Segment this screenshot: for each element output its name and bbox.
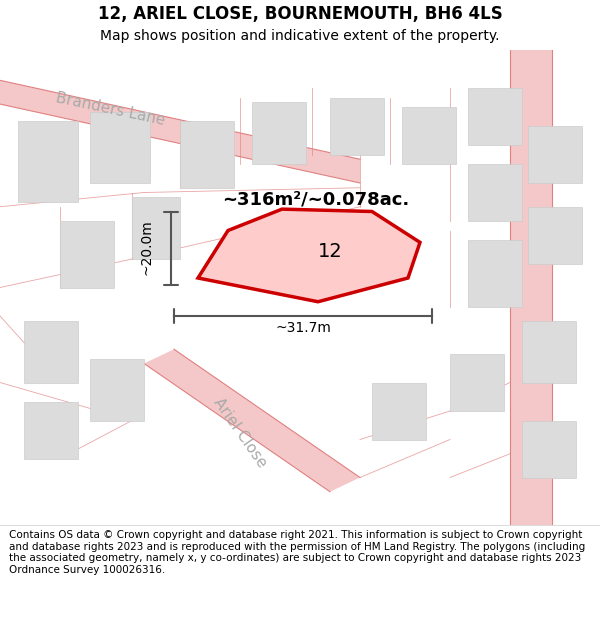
Bar [60, 221, 114, 288]
Text: ~20.0m: ~20.0m [140, 219, 154, 275]
Bar [252, 102, 306, 164]
Text: 12, ARIEL CLOSE, BOURNEMOUTH, BH6 4LS: 12, ARIEL CLOSE, BOURNEMOUTH, BH6 4LS [98, 5, 502, 23]
Polygon shape [198, 209, 420, 302]
Text: 12: 12 [317, 242, 343, 261]
Bar [18, 121, 78, 202]
Text: ~31.7m: ~31.7m [275, 321, 331, 335]
Bar [528, 126, 582, 183]
Bar [330, 98, 384, 154]
Bar [90, 112, 150, 183]
Bar [24, 321, 78, 382]
Bar [24, 401, 78, 459]
Text: Ariel Close: Ariel Close [211, 395, 269, 470]
Bar [402, 107, 456, 164]
Bar [522, 321, 576, 382]
Polygon shape [144, 349, 360, 492]
Text: ~316m²/~0.078ac.: ~316m²/~0.078ac. [222, 191, 409, 209]
Bar [288, 231, 360, 278]
Bar [180, 121, 234, 188]
Bar [90, 359, 144, 421]
Bar [468, 88, 522, 145]
Text: Map shows position and indicative extent of the property.: Map shows position and indicative extent… [100, 29, 500, 43]
Bar [450, 354, 504, 411]
Bar [468, 164, 522, 221]
Bar [372, 382, 426, 439]
Text: Branders Lane: Branders Lane [54, 91, 166, 128]
Polygon shape [510, 50, 552, 525]
Bar [132, 198, 180, 259]
Bar [528, 207, 582, 264]
Polygon shape [0, 74, 360, 183]
Text: Contains OS data © Crown copyright and database right 2021. This information is : Contains OS data © Crown copyright and d… [9, 530, 585, 575]
Bar [522, 421, 576, 478]
Bar [468, 240, 522, 306]
